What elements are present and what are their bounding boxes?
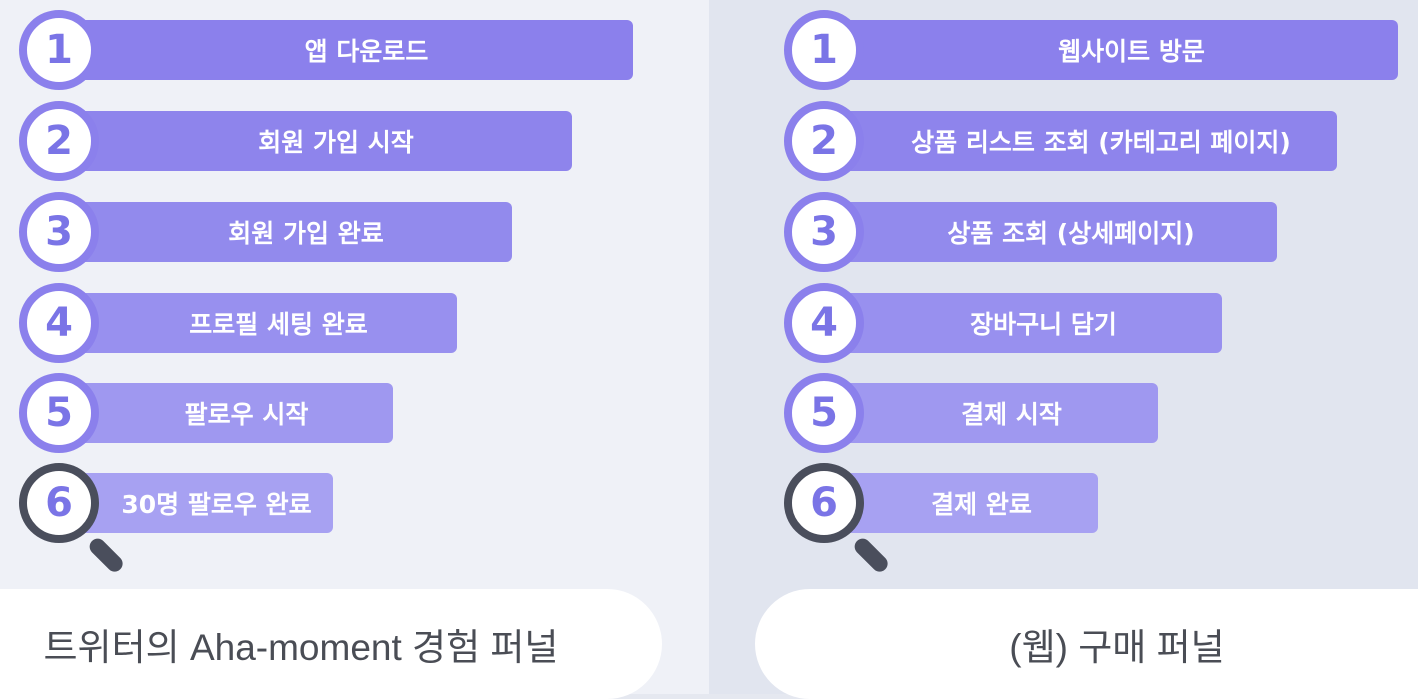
step-label: 웹사이트 방문 [1058, 37, 1205, 66]
funnel-step: 상품 조회 (상세페이지) 3 [784, 192, 1277, 272]
step-label: 상품 조회 (상세페이지) [947, 219, 1195, 248]
step-number-badge: 2 [19, 101, 99, 181]
step-label: 결제 완료 [931, 490, 1032, 519]
step-number-badge: 6 [784, 463, 864, 543]
step-bar: 팔로우 시작 [60, 383, 393, 443]
step-label: 30명 팔로우 완료 [121, 490, 312, 519]
step-bar: 웹사이트 방문 [825, 20, 1398, 80]
step-bar: 결제 시작 [825, 383, 1158, 443]
step-number-badge: 1 [784, 10, 864, 90]
magnifying-glass-icon [86, 535, 126, 575]
step-label: 장바구니 담기 [970, 310, 1117, 339]
step-label: 결제 시작 [961, 400, 1062, 429]
step-number: 5 [810, 390, 838, 436]
step-label: 팔로우 시작 [184, 400, 309, 429]
funnel-caption: (웹) 구매 퍼널 [755, 589, 1418, 699]
step-number: 5 [45, 390, 73, 436]
step-number-badge: 4 [19, 283, 99, 363]
step-label: 회원 가입 완료 [228, 219, 384, 248]
funnel-step: 결제 완료 6 [784, 463, 1098, 575]
caption-text: (웹) 구매 퍼널 [1009, 627, 1225, 668]
left-funnel-panel: 앱 다운로드 1 회원 가입 시작 2 회원 가입 완료 3 프로필 세팅 완료… [0, 0, 709, 699]
funnel-step: 상품 리스트 조회 (카테고리 페이지) 2 [784, 101, 1337, 181]
step-number-badge: 3 [784, 192, 864, 272]
step-bar: 상품 조회 (상세페이지) [825, 202, 1277, 262]
right-funnel-panel: 웹사이트 방문 1 상품 리스트 조회 (카테고리 페이지) 2 상품 조회 (… [709, 0, 1418, 699]
step-number-badge: 1 [19, 10, 99, 90]
step-number: 2 [45, 118, 73, 164]
step-number: 6 [810, 480, 838, 526]
step-number: 1 [810, 27, 838, 73]
step-number: 6 [45, 480, 73, 526]
step-number-badge: 5 [784, 373, 864, 453]
step-number-badge: 2 [784, 101, 864, 181]
funnel-step: 팔로우 시작 5 [19, 373, 393, 453]
step-number-badge: 4 [784, 283, 864, 363]
funnel-step: 프로필 세팅 완료 4 [19, 283, 457, 363]
step-label: 상품 리스트 조회 (카테고리 페이지) [911, 128, 1291, 157]
step-bar: 앱 다운로드 [60, 20, 633, 80]
funnel-step: 웹사이트 방문 1 [784, 10, 1398, 90]
funnel-caption: 트위터의 Aha-moment 경험 퍼널 [0, 589, 662, 699]
step-number: 2 [810, 118, 838, 164]
step-bar: 회원 가입 완료 [60, 202, 512, 262]
step-bar: 상품 리스트 조회 (카테고리 페이지) [825, 111, 1337, 171]
step-bar: 프로필 세팅 완료 [60, 293, 457, 353]
step-label: 앱 다운로드 [304, 37, 429, 66]
step-bar: 30명 팔로우 완료 [60, 473, 333, 533]
step-number: 3 [45, 209, 73, 255]
step-number-badge: 6 [19, 463, 99, 543]
step-label: 회원 가입 시작 [258, 128, 414, 157]
step-number-badge: 5 [19, 373, 99, 453]
magnifying-glass-icon [851, 535, 891, 575]
step-bar: 회원 가입 시작 [60, 111, 572, 171]
step-number: 3 [810, 209, 838, 255]
step-number: 4 [45, 300, 73, 346]
step-number: 1 [45, 27, 73, 73]
step-bar: 결제 완료 [825, 473, 1098, 533]
caption-text: 트위터의 Aha-moment 경험 퍼널 [43, 627, 559, 668]
step-label: 프로필 세팅 완료 [189, 310, 368, 339]
funnel-step: 장바구니 담기 4 [784, 283, 1222, 363]
step-number-badge: 3 [19, 192, 99, 272]
funnel-step: 30명 팔로우 완료 6 [19, 463, 333, 575]
step-bar: 장바구니 담기 [825, 293, 1222, 353]
funnel-step: 결제 시작 5 [784, 373, 1158, 453]
funnel-step: 회원 가입 완료 3 [19, 192, 512, 272]
funnel-step: 회원 가입 시작 2 [19, 101, 572, 181]
funnel-step: 앱 다운로드 1 [19, 10, 633, 90]
step-number: 4 [810, 300, 838, 346]
